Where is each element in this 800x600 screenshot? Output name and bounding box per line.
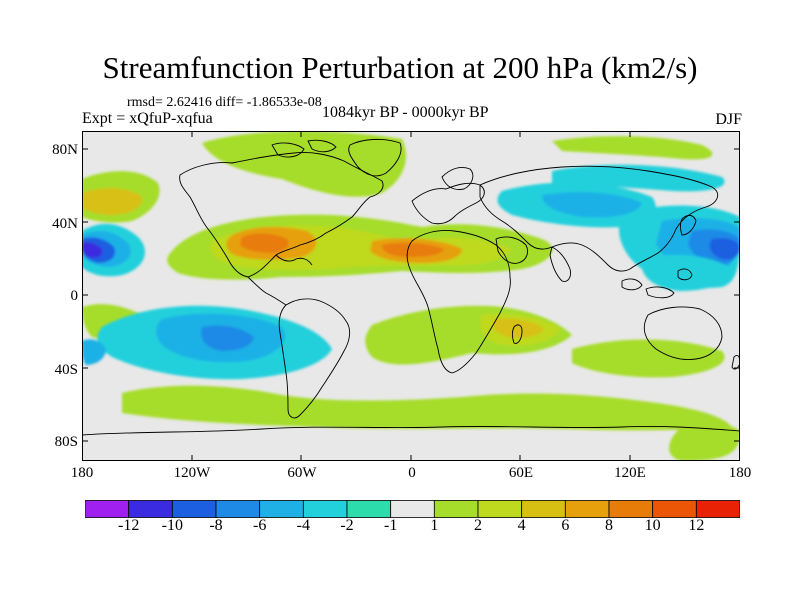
colorbar-swatch: [85, 500, 130, 518]
colorbar-swatch: [171, 500, 217, 518]
lon-tick-180e: 180: [728, 465, 752, 481]
colorbar-swatch: [652, 500, 697, 518]
colorbar-label: 1: [430, 517, 439, 534]
colorbar-swatch: [390, 500, 435, 518]
lat-tick-eq: 0: [70, 288, 79, 304]
experiment-label: Expt = xQfuP-xqfua: [82, 110, 213, 127]
lat-tick-40n: 40N: [52, 216, 78, 232]
colorbar-label: 6: [561, 517, 570, 534]
colorbar-label: 4: [517, 517, 526, 534]
colorbar-label: -8: [209, 517, 223, 534]
colorbar-label: -2: [340, 517, 354, 534]
colorbar-swatch: [215, 500, 261, 518]
axis-ticks: [82, 131, 740, 461]
lon-tick-0: 0: [408, 465, 416, 481]
map-panel: [82, 131, 740, 461]
colorbar-swatch: [433, 500, 479, 518]
colorbar-swatch: [346, 500, 392, 518]
colorbar: [85, 500, 740, 518]
colorbar-label: 8: [605, 517, 613, 534]
colorbar-label: -10: [161, 517, 183, 534]
chart-title: Streamfunction Perturbation at 200 hPa (…: [102, 50, 698, 85]
colorbar-swatch: [695, 500, 740, 518]
lat-tick-40s: 40S: [54, 362, 78, 378]
season-label: DJF: [715, 111, 742, 128]
colorbar-label: -4: [296, 517, 310, 534]
lon-tick-60w: 60W: [287, 465, 317, 481]
colorbar-swatch: [302, 500, 348, 518]
colorbar-swatch: [564, 500, 610, 518]
colorbar-label: 10: [644, 517, 661, 534]
period-label: 1084kyr BP - 0000kyr BP: [322, 104, 489, 121]
rmsd-label: rmsd= 2.62416 diff= -1.86533e-08: [127, 95, 322, 110]
lon-tick-180w: 180: [70, 465, 94, 481]
colorbar-label: 12: [688, 517, 705, 534]
lon-tick-120e: 120E: [614, 465, 646, 481]
colorbar-swatch: [477, 500, 523, 518]
colorbar-swatch: [521, 500, 566, 518]
lon-tick-120w: 120W: [173, 465, 211, 481]
colorbar-label: -6: [252, 517, 267, 534]
colorbar-label: -1: [383, 517, 398, 534]
lon-tick-60e: 60E: [508, 465, 534, 481]
coastlines: [82, 138, 740, 436]
colorbar-swatch: [259, 500, 304, 518]
colorbar-label: 2: [474, 517, 482, 534]
lat-tick-80s: 80S: [54, 434, 78, 450]
field-negative: [82, 164, 740, 380]
map-svg: [82, 131, 740, 461]
colorbar-swatch: [128, 500, 173, 518]
colorbar-label: -12: [117, 517, 140, 534]
colorbar-swatch: [608, 500, 654, 518]
lat-tick-80n: 80N: [52, 142, 78, 158]
